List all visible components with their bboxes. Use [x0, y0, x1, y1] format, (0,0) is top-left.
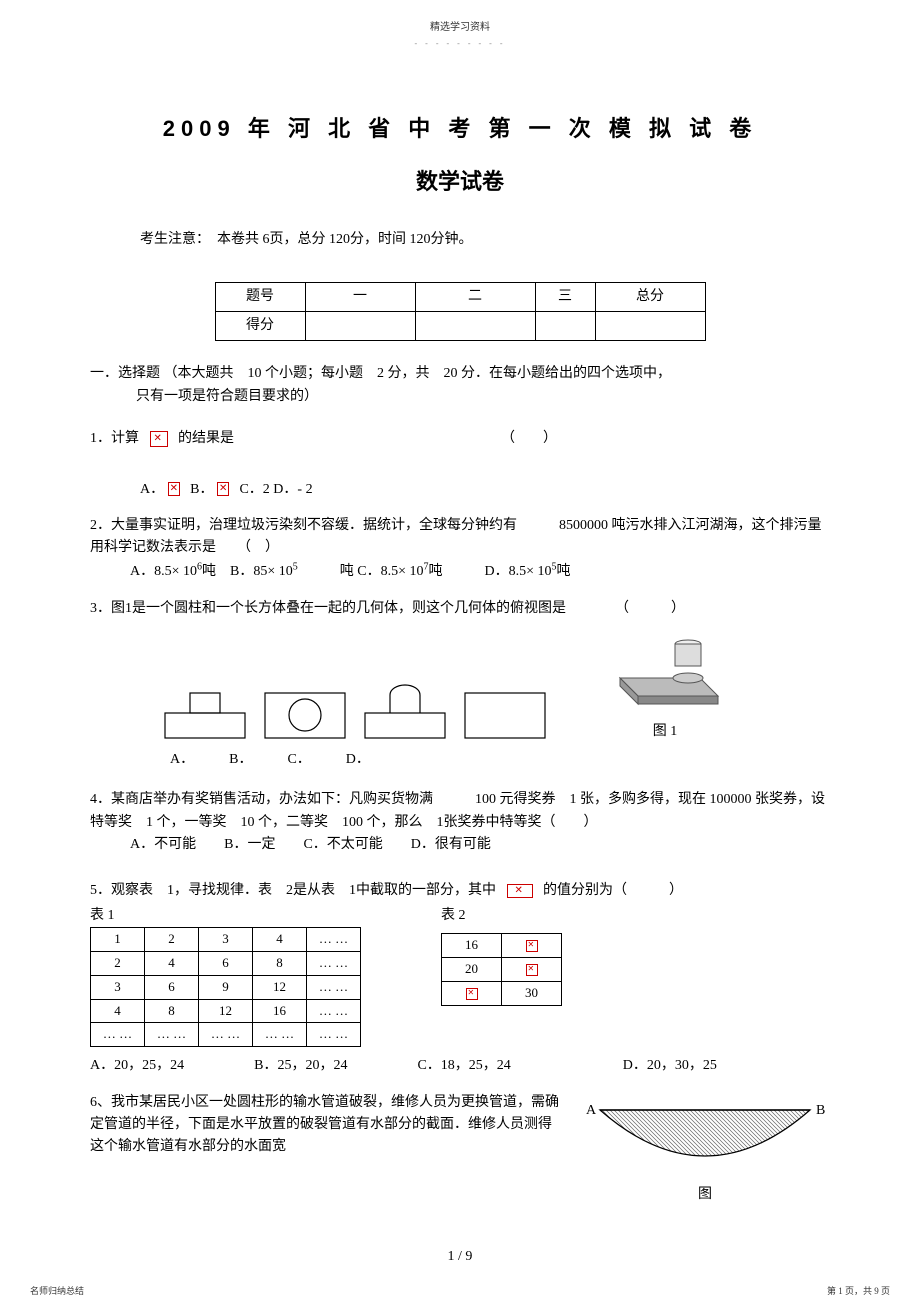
q5-table-2: 16 20 30 [441, 933, 562, 1005]
score-cell [595, 311, 705, 340]
q3-option-a-figure [160, 683, 250, 743]
broken-image-icon [217, 482, 229, 496]
q2-opt-c: 吨 C．8.5× 10 [298, 564, 424, 579]
q2-opt-d2: 吨 [557, 564, 571, 579]
q4-text: 4．某商店举办有奖销售活动，办法如下：凡购买货物满 100 元得奖券 1 张，多… [90, 792, 825, 829]
score-header: 二 [415, 282, 535, 311]
q3-fig-label: 图 1 [610, 721, 720, 743]
q6-fig-label: 图 [580, 1184, 830, 1206]
q6-point-B: B [816, 1103, 825, 1118]
score-header: 题号 [215, 282, 305, 311]
q6-text: 6、我市某居民小区一处圆柱形的输水管道破裂，维修人员为更换管道，需确定管道的半径… [90, 1092, 560, 1159]
footer-left: 名师归纳总结 [30, 1284, 84, 1298]
q1-paren: （ ） [501, 431, 557, 446]
q6-figure: A B 图 [580, 1092, 830, 1206]
q5-t2-label: 表 2 [441, 905, 562, 927]
main-title-line2: 数学试卷 [90, 164, 830, 199]
broken-image-icon [466, 988, 478, 1000]
section1-line2: 只有一项是符合题目要求的） [136, 389, 318, 404]
q1-stem-a: 1．计算 [90, 431, 139, 446]
question-3: 3．图1是一个圆柱和一个长方体叠在一起的几何体，则这个几何体的俯视图是 （ ） [90, 598, 830, 772]
broken-image-icon [150, 431, 168, 447]
question-1: 1．计算 的结果是 （ ） A． B． C．2 D．- 2 [90, 428, 830, 501]
q3-text: 3．图1是一个圆柱和一个长方体叠在一起的几何体，则这个几何体的俯视图是 （ ） [90, 601, 685, 616]
q1-stem-b: 的结果是 [178, 431, 234, 446]
broken-image-icon [168, 482, 180, 496]
q5-opts: A．20，25，24 B．25，20，24 C．18，25，24 D．20，30… [90, 1055, 830, 1077]
q6-point-A: A [586, 1103, 597, 1118]
q1-opt-a: A． [140, 482, 164, 497]
header-dots: - - - - - - - - - [90, 38, 830, 51]
question-6: 6、我市某居民小区一处圆柱形的输水管道破裂，维修人员为更换管道，需确定管道的半径… [90, 1092, 830, 1206]
q3-option-d-figure [460, 683, 550, 743]
q4-opts: A．不可能 B．一定 C．不太可能 D．很有可能 [130, 837, 491, 852]
question-2: 2．大量事实证明，治理垃圾污染刻不容缓．据统计，全球每分钟约有 8500000 … [90, 515, 830, 584]
score-header: 一 [305, 282, 415, 311]
table-row: 得分 [215, 311, 705, 340]
q3-option-labels: A． B． C． D． [170, 749, 830, 771]
score-header: 总分 [595, 282, 705, 311]
page-number: 1 / 9 [90, 1246, 830, 1268]
q2-opt-d: 吨 D．8.5× 10 [428, 564, 551, 579]
header-top-label: 精选学习资料 [90, 20, 830, 36]
q1-opt-cd: C．2 D．- 2 [239, 482, 312, 497]
score-cell [415, 311, 535, 340]
broken-image-icon [526, 964, 538, 976]
question-5: 5．观察表 1，寻找规律．表 2是从表 1中截取的一部分，其中 的值分别为（ ）… [90, 880, 830, 1077]
broken-image-icon [526, 940, 538, 952]
q3-option-c-figure [360, 683, 450, 743]
q5-table-1: 1234… … 2468… … 36912… … 481216… … … …… … [90, 927, 361, 1047]
q1-opt-b: B． [190, 482, 213, 497]
score-row2-label: 得分 [215, 311, 305, 340]
q2-opt-a: A．8.5× 10 [130, 564, 197, 579]
score-header: 三 [535, 282, 595, 311]
q5-text-b: 的值分别为（ ） [543, 883, 683, 898]
broken-image-icon [507, 884, 533, 898]
score-cell [535, 311, 595, 340]
q5-t1-label: 表 1 [90, 905, 361, 927]
section1-heading: 一．选择题 （本大题共 10 个小题；每小题 2 分，共 20 分．在每小题给出… [90, 363, 830, 408]
exam-notice: 考生注意： 本卷共 6页，总分 120分，时间 120分钟。 [140, 229, 830, 251]
table-row: 题号 一 二 三 总分 [215, 282, 705, 311]
question-4: 4．某商店举办有奖销售活动，办法如下：凡购买货物满 100 元得奖券 1 张，多… [90, 789, 830, 856]
q3-option-b-figure [260, 683, 350, 743]
q3-source-figure: 图 1 [610, 630, 720, 743]
score-table: 题号 一 二 三 总分 得分 [215, 282, 706, 342]
score-cell [305, 311, 415, 340]
q2-text: 2．大量事实证明，治理垃圾污染刻不容缓．据统计，全球每分钟约有 8500000 … [90, 518, 822, 555]
main-title-line1: 2009 年 河 北 省 中 考 第 一 次 模 拟 试 卷 [90, 111, 830, 146]
q2-opt-b: 吨 B．85× 10 [202, 564, 293, 579]
footer-right: 第 1 页，共 9 页 [827, 1284, 890, 1298]
section1-line1: 一．选择题 （本大题共 10 个小题；每小题 2 分，共 20 分．在每小题给出… [90, 366, 671, 381]
q5-text-a: 5．观察表 1，寻找规律．表 2是从表 1中截取的一部分，其中 [90, 883, 496, 898]
